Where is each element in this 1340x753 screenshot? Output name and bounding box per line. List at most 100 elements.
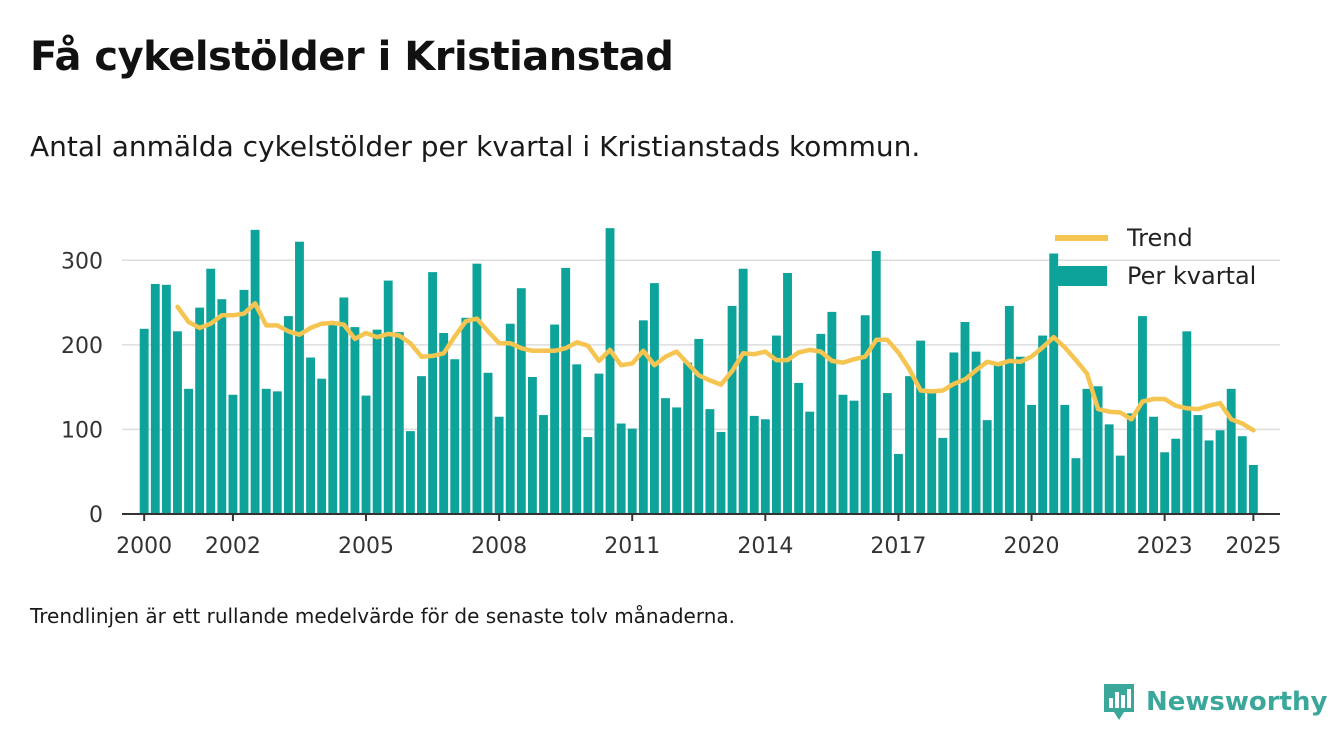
bar — [905, 376, 914, 514]
bar — [1115, 455, 1125, 514]
bar — [306, 357, 315, 514]
bar — [1126, 413, 1136, 514]
bar — [661, 398, 670, 514]
bar — [716, 431, 726, 514]
y-tick-label: 200 — [61, 334, 103, 359]
bar — [694, 338, 704, 514]
bar — [1071, 458, 1081, 514]
bar — [594, 373, 604, 514]
bar — [1004, 305, 1014, 514]
y-tick-label: 0 — [89, 503, 103, 528]
bar — [649, 283, 659, 514]
bar — [184, 388, 193, 514]
legend-bar-swatch — [1057, 266, 1107, 286]
newsworthy-logo-icon — [1104, 684, 1134, 720]
bar — [272, 391, 282, 514]
bar — [505, 323, 515, 514]
bar — [583, 437, 593, 514]
bar — [472, 263, 482, 514]
bar — [927, 391, 937, 514]
bar — [439, 333, 449, 514]
page-title: Få cykelstölder i Kristianstad — [30, 34, 674, 80]
bar — [317, 378, 327, 514]
x-tick-label: 2017 — [870, 534, 926, 559]
bar — [938, 437, 948, 514]
bar — [206, 268, 216, 514]
bar — [982, 420, 992, 514]
x-tick-label: 2025 — [1225, 534, 1281, 559]
bar — [1082, 388, 1092, 514]
bar — [1160, 452, 1170, 514]
bar — [483, 372, 493, 514]
bar — [627, 428, 637, 514]
bar — [139, 328, 149, 514]
bar — [738, 268, 748, 514]
bar — [1060, 404, 1070, 514]
bar — [838, 394, 848, 514]
x-tick-label: 2008 — [471, 534, 527, 559]
x-tick-label: 2000 — [116, 534, 172, 559]
page-subtitle: Antal anmälda cykelstölder per kvartal i… — [30, 130, 921, 163]
bar — [1248, 464, 1258, 514]
bar — [1182, 331, 1192, 514]
bar — [616, 423, 626, 514]
bar — [228, 394, 238, 514]
bar — [860, 315, 870, 514]
bar — [882, 393, 892, 514]
bar — [328, 323, 338, 514]
bar — [494, 416, 504, 514]
bar — [261, 388, 271, 514]
x-tick-label: 2011 — [604, 534, 660, 559]
bar — [1016, 356, 1025, 514]
bar — [638, 320, 648, 514]
bar — [1038, 335, 1048, 514]
bar — [771, 335, 781, 514]
bar — [749, 415, 759, 514]
bar — [383, 280, 393, 514]
bar — [339, 297, 349, 514]
bar — [1093, 386, 1103, 514]
bar — [527, 376, 537, 514]
bar — [1104, 424, 1114, 514]
y-tick-label: 100 — [61, 418, 103, 443]
bar — [372, 329, 382, 514]
bar — [683, 362, 693, 514]
bar — [993, 364, 1003, 514]
bar — [295, 241, 304, 514]
bar — [161, 284, 171, 514]
bar — [516, 288, 526, 514]
bar — [1138, 316, 1147, 514]
bar — [572, 364, 582, 514]
brand-name: Newsworthy — [1146, 687, 1328, 717]
bar — [794, 382, 804, 514]
x-tick-label: 2014 — [737, 534, 793, 559]
x-tick-label: 2005 — [338, 534, 394, 559]
bar — [150, 283, 160, 514]
bar — [217, 299, 227, 514]
y-tick-label: 300 — [61, 249, 103, 274]
bar — [1193, 415, 1203, 514]
bar — [949, 352, 959, 514]
bar — [1215, 430, 1225, 514]
bar — [1027, 404, 1036, 514]
bar — [394, 332, 404, 514]
bar — [849, 400, 859, 514]
bar — [1226, 388, 1236, 514]
bar — [605, 228, 615, 515]
bar — [417, 376, 426, 514]
bar — [428, 272, 438, 514]
bar — [405, 431, 415, 514]
bar — [350, 327, 360, 514]
bar — [361, 395, 371, 514]
bar — [550, 324, 560, 514]
bar — [916, 340, 926, 514]
bar — [760, 419, 770, 514]
bar — [827, 311, 837, 514]
bar — [1171, 438, 1181, 514]
bar — [871, 250, 881, 515]
footnote: Trendlinjen är ett rullande medelvärde f… — [30, 604, 736, 628]
bar — [1237, 436, 1247, 514]
bar — [173, 331, 182, 514]
bar — [450, 359, 460, 514]
bar — [250, 229, 260, 514]
